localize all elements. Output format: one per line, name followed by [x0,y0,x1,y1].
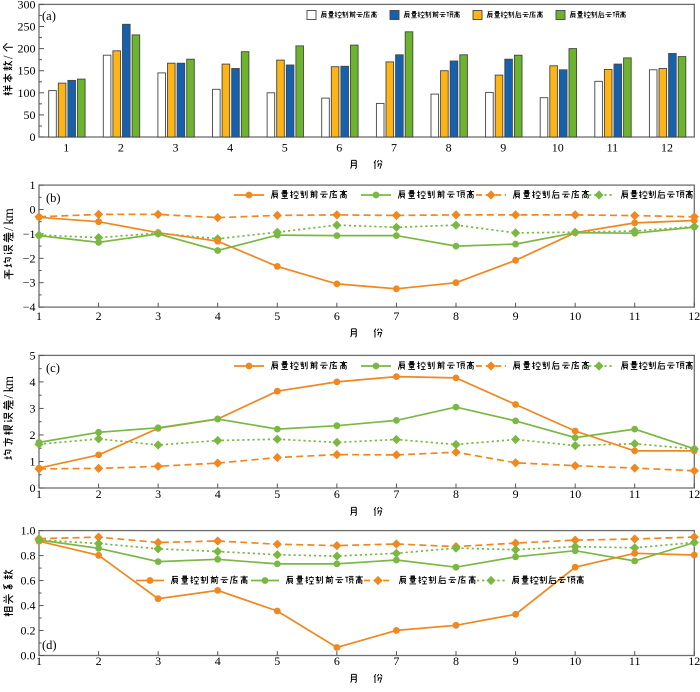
svg-text:1.0: 1.0 [21,524,36,538]
svg-text:/: / [0,55,15,59]
svg-text:12: 12 [688,654,700,668]
svg-text:(d): (d) [42,638,57,652]
svg-text:2: 2 [118,141,124,155]
svg-text:6: 6 [334,487,340,501]
svg-text:(c): (c) [46,361,60,375]
svg-text:/: / [1,227,16,231]
svg-text:100: 100 [18,86,36,100]
svg-text:10: 10 [569,654,581,668]
svg-text:6: 6 [334,309,340,323]
svg-text:2: 2 [30,428,36,442]
svg-text:200: 200 [18,42,36,56]
svg-text:11: 11 [629,654,641,668]
svg-text:11: 11 [629,309,641,323]
svg-text:(a): (a) [42,9,56,23]
svg-text:8: 8 [453,487,459,501]
svg-text:12: 12 [688,487,700,501]
svg-text:2: 2 [96,309,102,323]
svg-text:0.4: 0.4 [21,599,36,613]
svg-text:11: 11 [629,487,641,501]
svg-text:11: 11 [607,141,619,155]
svg-text:/: / [1,395,16,399]
svg-text:7: 7 [393,309,399,323]
svg-text:150: 150 [18,64,36,78]
svg-text:7: 7 [393,487,399,501]
svg-text:300: 300 [18,0,36,11]
svg-text:10: 10 [569,309,581,323]
svg-text:1: 1 [63,141,69,155]
svg-text:250: 250 [18,20,36,34]
svg-text:5: 5 [282,141,288,155]
svg-text:0: 0 [30,481,36,495]
svg-text:−2: −2 [23,251,36,265]
svg-text:50: 50 [24,108,36,122]
svg-text:−3: −3 [23,276,36,290]
svg-text:−4: −4 [23,300,36,314]
svg-text:9: 9 [513,487,519,501]
svg-text:2: 2 [96,654,102,668]
svg-text:1: 1 [30,178,36,192]
svg-text:4: 4 [215,487,221,501]
svg-text:8: 8 [446,141,452,155]
svg-text:3: 3 [173,141,179,155]
svg-text:1: 1 [30,455,36,469]
svg-text:1: 1 [36,309,42,323]
svg-text:3: 3 [155,487,161,501]
svg-text:0.0: 0.0 [21,649,36,663]
svg-text:−1: −1 [23,227,36,241]
svg-text:8: 8 [453,309,459,323]
svg-text:5: 5 [274,654,280,668]
svg-text:0.6: 0.6 [21,574,36,588]
svg-text:4: 4 [227,141,233,155]
svg-text:7: 7 [393,654,399,668]
svg-text:4: 4 [30,375,36,389]
svg-text:4: 4 [215,309,221,323]
svg-text:5: 5 [274,309,280,323]
svg-text:5: 5 [274,487,280,501]
svg-text:0: 0 [30,130,36,144]
svg-text:3: 3 [155,309,161,323]
svg-text:3: 3 [155,654,161,668]
svg-text:9: 9 [513,309,519,323]
svg-text:2: 2 [96,487,102,501]
svg-text:m: m [1,375,16,386]
svg-text:0: 0 [30,203,36,217]
svg-text:12: 12 [688,309,700,323]
svg-text:1: 1 [36,487,42,501]
svg-text:1: 1 [36,654,42,668]
svg-text:(b): (b) [46,191,61,205]
svg-text:0.2: 0.2 [21,624,36,638]
svg-text:8: 8 [453,654,459,668]
svg-text:k: k [1,385,16,392]
svg-text:10: 10 [569,487,581,501]
svg-text:5: 5 [30,348,36,362]
svg-text:6: 6 [336,141,342,155]
svg-text:12: 12 [661,141,673,155]
svg-text:3: 3 [30,401,36,415]
svg-text:k: k [1,218,16,225]
svg-text:10: 10 [552,141,564,155]
svg-text:4: 4 [215,654,221,668]
svg-text:m: m [1,208,16,219]
svg-text:9: 9 [500,141,506,155]
svg-text:7: 7 [391,141,397,155]
svg-text:6: 6 [334,654,340,668]
svg-text:0.8: 0.8 [21,549,36,563]
svg-text:9: 9 [513,654,519,668]
